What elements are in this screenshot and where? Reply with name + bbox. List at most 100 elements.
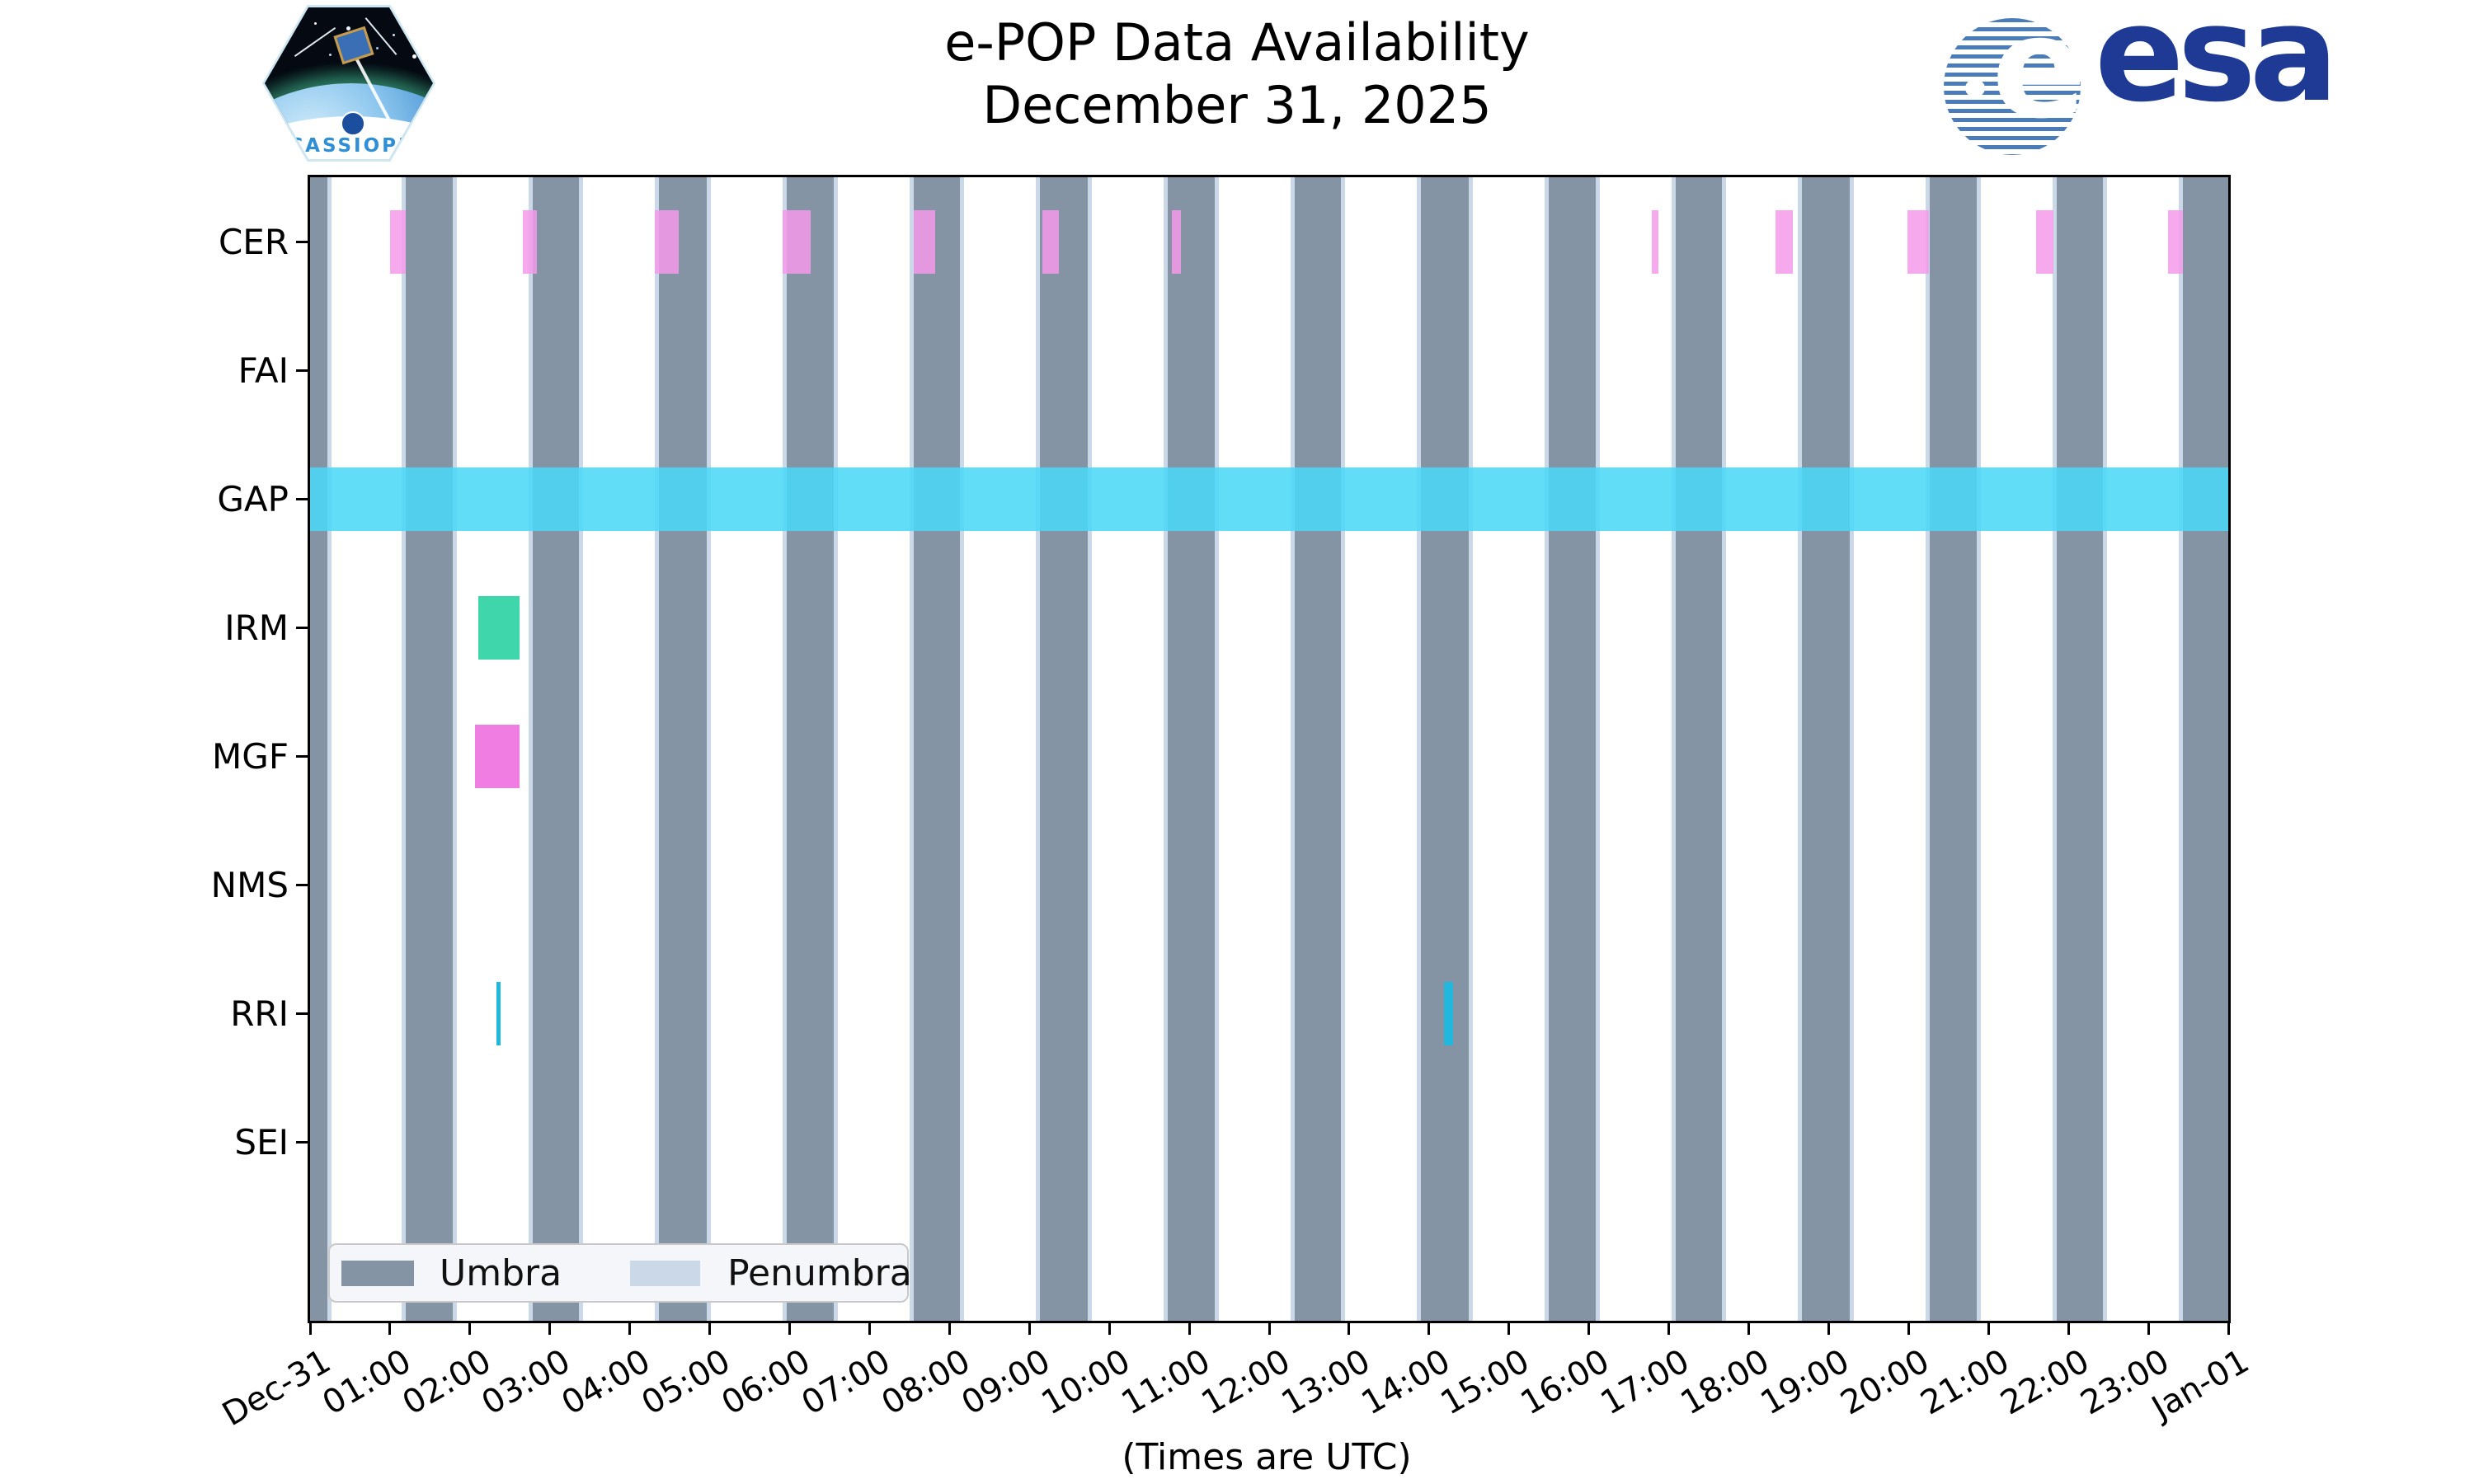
cer-availability-bar (1907, 210, 1929, 274)
x-tick-label: 09:00 (955, 1342, 1057, 1423)
x-tick (468, 1323, 472, 1335)
x-tick (868, 1323, 871, 1335)
x-tick-label: 04:00 (555, 1342, 657, 1423)
penumbra-band (2179, 177, 2184, 1321)
x-tick-label: 18:00 (1674, 1342, 1776, 1423)
x-tick (1507, 1323, 1511, 1335)
x-tick-label: 07:00 (795, 1342, 897, 1423)
x-tick-label: 11:00 (1115, 1342, 1217, 1423)
x-tick (1028, 1323, 1031, 1335)
x-tick (2227, 1323, 2230, 1335)
cer-availability-bar (1172, 210, 1182, 274)
penumbra-band (909, 177, 914, 1321)
y-tick-label: RRI (230, 993, 289, 1034)
x-tick-label: 21:00 (1914, 1342, 2016, 1423)
x-tick (1108, 1323, 1111, 1335)
stars-decoration (314, 22, 317, 25)
x-tick (1907, 1323, 1910, 1335)
x-tick (1987, 1323, 1990, 1335)
penumbra-band (960, 177, 965, 1321)
umbra-band (1040, 177, 1089, 1321)
penumbra-band (1164, 177, 1169, 1321)
y-tick-label: FAI (238, 350, 289, 391)
x-tick (2147, 1323, 2150, 1335)
umbra-band (532, 177, 580, 1321)
x-tick (1268, 1323, 1271, 1335)
penumbra-band (2052, 177, 2057, 1321)
penumbra-band (1214, 177, 1219, 1321)
umbra-band (2056, 177, 2104, 1321)
penumbra-band (833, 177, 838, 1321)
penumbra-band (1417, 177, 1422, 1321)
umbra-band (1930, 177, 1977, 1321)
x-axis-label: (Times are UTC) (1122, 1436, 1412, 1478)
y-tick (296, 1012, 308, 1015)
y-tick-label: NMS (210, 864, 289, 905)
umbra-band (1421, 177, 1470, 1321)
umbra-band (310, 177, 327, 1321)
patch-artwork: CASSIOPE (265, 7, 433, 159)
x-tick-label: 08:00 (875, 1342, 977, 1423)
penumbra-band (579, 177, 584, 1321)
umbra-band (1294, 177, 1342, 1321)
x-tick (788, 1323, 791, 1335)
umbra-band (2183, 177, 2228, 1321)
y-tick (296, 369, 308, 372)
esa-globe-icon: e (1944, 0, 2086, 155)
chart-title: e-POP Data Availability (944, 12, 1530, 73)
y-tick (296, 241, 308, 243)
umbra-band (1549, 177, 1596, 1321)
satellite-antenna (294, 26, 336, 58)
penumbra-band (1671, 177, 1676, 1321)
y-tick (296, 627, 308, 629)
mgf-availability-bar (475, 725, 520, 788)
penumbra-band (1290, 177, 1295, 1321)
penumbra-band (707, 177, 712, 1321)
x-tick (628, 1323, 632, 1335)
x-tick (948, 1323, 951, 1335)
umbra-band (659, 177, 708, 1321)
x-tick (1827, 1323, 1830, 1335)
rri-availability-bar (496, 982, 501, 1045)
x-tick-label: 10:00 (1035, 1342, 1137, 1423)
cassiope-label: CASSIOPE (289, 135, 414, 157)
umbra-band (1168, 177, 1215, 1321)
umbra-band (406, 177, 453, 1321)
penumbra-band (1595, 177, 1600, 1321)
y-tick-label: IRM (224, 607, 289, 648)
umbra-band (1675, 177, 1723, 1321)
cer-availability-bar (2036, 210, 2054, 274)
penumbra-band (327, 177, 332, 1321)
x-tick-label: 14:00 (1354, 1342, 1456, 1423)
y-tick (296, 498, 308, 500)
umbra-legend-swatch (341, 1260, 414, 1286)
cer-availability-bar (655, 210, 680, 274)
x-tick-label: 16:00 (1514, 1342, 1616, 1423)
x-tick (1427, 1323, 1431, 1335)
legend: Umbra Penumbra (328, 1243, 912, 1303)
x-tick-label: 05:00 (635, 1342, 737, 1423)
x-tick (308, 1323, 312, 1335)
x-tick-label: 19:00 (1754, 1342, 1856, 1423)
x-tick-label: 13:00 (1275, 1342, 1376, 1423)
esa-logo: e esa (1938, 0, 2339, 167)
y-tick-label: CER (218, 221, 289, 262)
penumbra-band (1088, 177, 1093, 1321)
umbra-band (1802, 177, 1851, 1321)
esa-wordmark: esa (2095, 0, 2339, 131)
chart-title-block: e-POP Data Availability December 31, 202… (0, 12, 2474, 137)
gap-availability-bar (310, 467, 2228, 531)
cer-availability-bar (389, 210, 407, 274)
cer-availability-bar (913, 210, 935, 274)
penumbra-band (528, 177, 533, 1321)
x-tick-label: 03:00 (475, 1342, 577, 1423)
penumbra-band (1341, 177, 1346, 1321)
cer-availability-bar (523, 210, 537, 274)
penumbra-band (1798, 177, 1803, 1321)
penumbra-band (1850, 177, 1855, 1321)
y-tick (296, 1141, 308, 1144)
x-tick (388, 1323, 392, 1335)
umbra-band (913, 177, 961, 1321)
x-tick-label: 17:00 (1594, 1342, 1696, 1423)
